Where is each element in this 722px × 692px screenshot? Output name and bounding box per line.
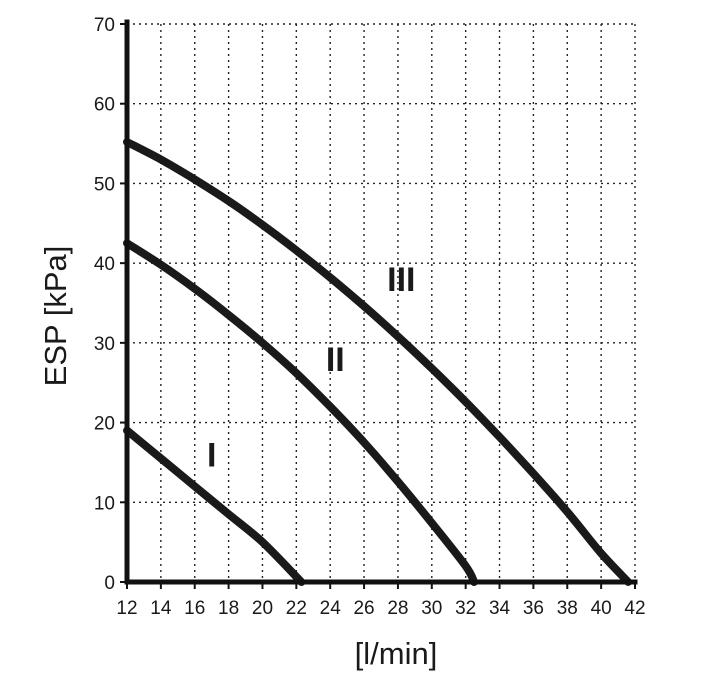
series-line-ii (123, 239, 479, 586)
grid (127, 23, 636, 582)
x-tick-label: 42 (624, 598, 645, 619)
x-tick-label: 16 (184, 598, 205, 619)
x-tick-label: 14 (150, 598, 172, 619)
x-tick-label: 40 (591, 598, 612, 619)
series-label-i: I (207, 436, 216, 474)
y-tick-label: 0 (104, 573, 115, 594)
x-tick-label: 22 (286, 598, 307, 619)
x-tick-label: 24 (320, 598, 342, 619)
curves (123, 138, 633, 586)
y-tick-label: 10 (94, 493, 115, 514)
x-tick-label: 20 (252, 598, 273, 619)
x-tick-label: 18 (218, 598, 239, 619)
x-tick-label: 36 (523, 598, 544, 619)
y-tick-label: 40 (94, 254, 115, 275)
series-line-iii (123, 138, 633, 586)
x-tick-label: 32 (455, 598, 476, 619)
y-tick-label: 20 (94, 414, 115, 435)
tick-labels: 12 14 16 18 20 22 24 26 28 30 32 34 36 38 40 42 0 10 20 30 4… (94, 15, 646, 619)
axes (120, 19, 638, 589)
series-label-iii: III (387, 261, 415, 299)
x-tick-label: 28 (387, 598, 408, 619)
y-tick-label: 60 (94, 95, 115, 116)
y-tick-label: 50 (94, 174, 115, 195)
x-tick-label: 34 (489, 598, 511, 619)
x-tick-label: 12 (116, 598, 137, 619)
x-tick-label: 30 (421, 598, 442, 619)
x-tick-label: 26 (353, 598, 374, 619)
y-axis-title: ESP [kPa] (38, 246, 73, 387)
x-axis-title: [l/min] (355, 636, 438, 671)
series-line-i (123, 426, 306, 586)
series-label-ii: II (326, 341, 345, 379)
x-tick-label: 38 (557, 598, 578, 619)
y-tick-label: 30 (94, 334, 115, 355)
y-tick-label: 70 (94, 15, 115, 36)
